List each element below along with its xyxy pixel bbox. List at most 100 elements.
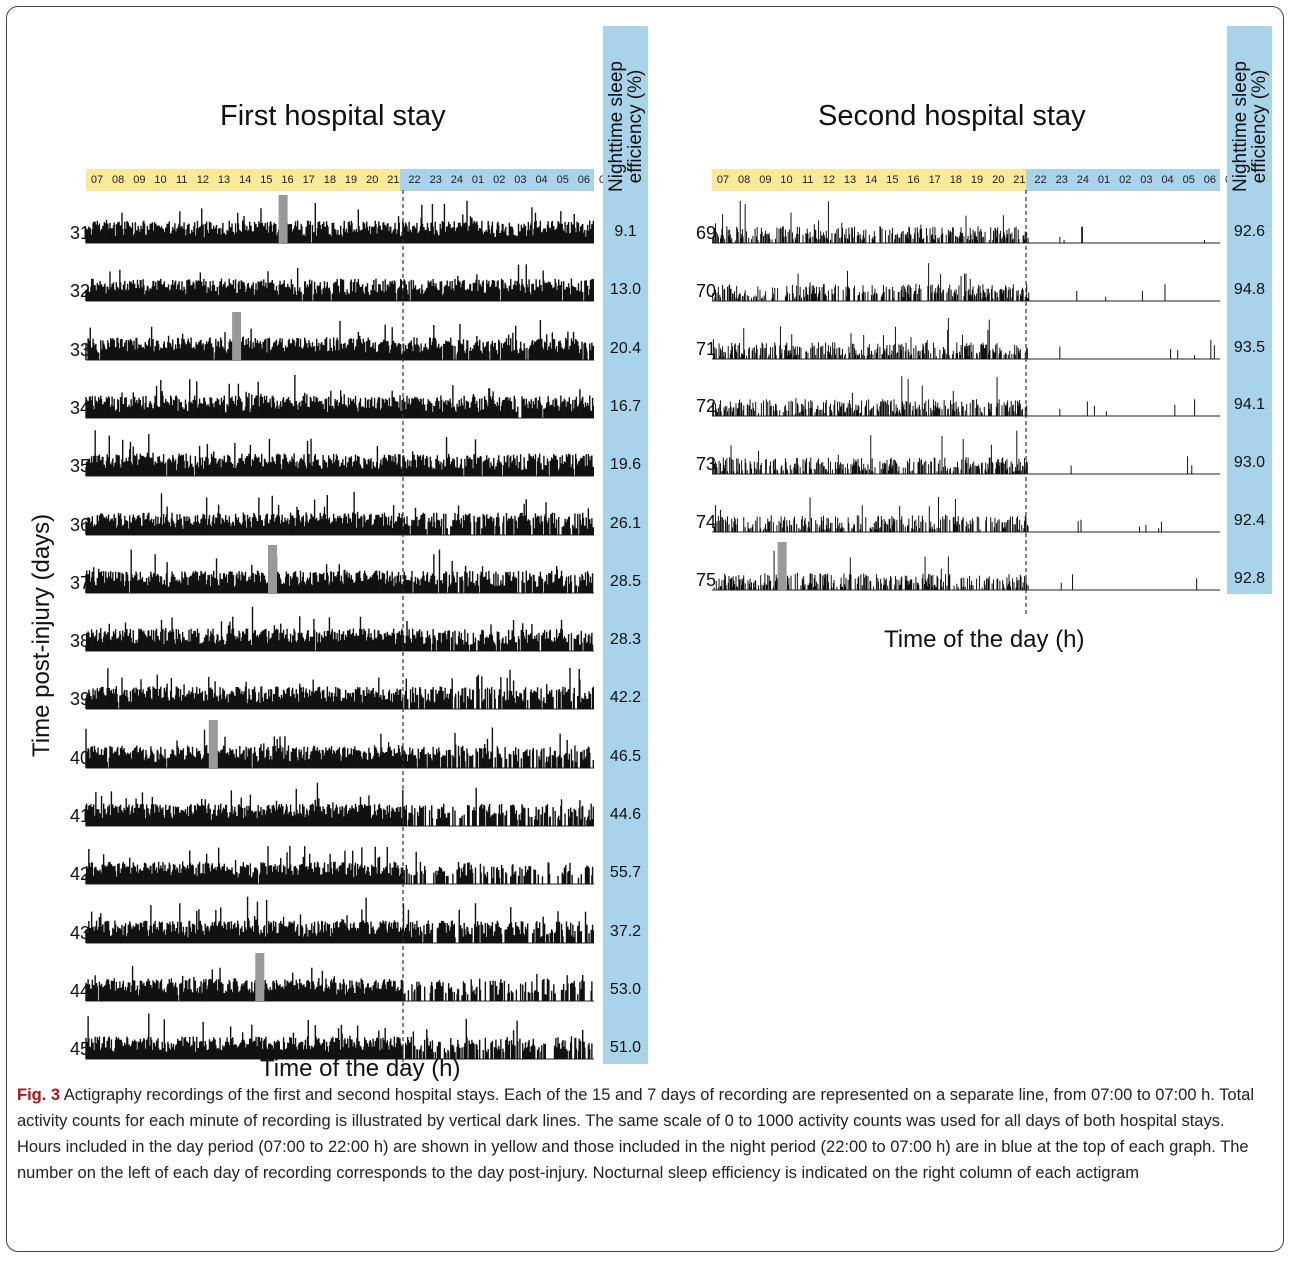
sleep-efficiency-value: 46.5 xyxy=(609,747,642,765)
sleep-efficiency-value: 55.7 xyxy=(609,864,642,882)
hour-strip-second xyxy=(712,169,1220,191)
efficiency-header-second: Nighttime sleep efficiency (%) xyxy=(1230,61,1270,192)
hour-label: 05 xyxy=(1182,174,1195,186)
sleep-efficiency-value: 37.2 xyxy=(609,922,642,940)
day-label: 38 xyxy=(69,631,90,652)
hour-label: 18 xyxy=(323,174,336,186)
gray-marker xyxy=(232,311,242,360)
hour-label: 21 xyxy=(387,174,400,186)
actogram-row xyxy=(85,896,594,944)
day-label: 70 xyxy=(695,280,716,301)
hour-label: 21 xyxy=(1013,174,1026,186)
actogram-row xyxy=(85,846,594,885)
hour-label: 03 xyxy=(1140,174,1153,186)
actogram-row xyxy=(85,544,594,594)
hour-label: 12 xyxy=(822,174,835,186)
hour-label: 11 xyxy=(175,174,188,186)
hour-label: 04 xyxy=(1161,174,1174,186)
sleep-efficiency-value: 53.0 xyxy=(609,980,642,998)
day-label: 74 xyxy=(695,512,716,532)
efficiency-column-first xyxy=(603,26,648,1064)
hour-label: 17 xyxy=(302,174,315,186)
yaxis-title: Time post-injury (days) xyxy=(28,513,55,757)
sleep-efficiency-value: 51.0 xyxy=(609,1039,642,1057)
hour-label: 20 xyxy=(366,174,379,186)
sleep-efficiency-value: 9.1 xyxy=(614,223,637,240)
actogram-row xyxy=(85,719,594,769)
hour-label: 08 xyxy=(112,174,125,186)
hour-label: 04 xyxy=(535,174,548,186)
hour-label: 17 xyxy=(928,174,941,186)
hour-label: 13 xyxy=(843,174,857,186)
hour-label: 18 xyxy=(949,174,962,186)
day-label: 41 xyxy=(69,806,90,826)
hour-label: 22 xyxy=(1034,174,1047,186)
actogram-row xyxy=(712,376,1220,417)
day-label: 34 xyxy=(69,397,90,418)
hour-label: 14 xyxy=(865,174,878,186)
hour-label: 24 xyxy=(1076,174,1089,186)
day-label: 33 xyxy=(69,339,90,360)
day-night-divider-first xyxy=(402,190,404,1070)
sleep-efficiency-value: 92.6 xyxy=(1233,223,1266,240)
hour-label: 12 xyxy=(196,174,209,186)
sleep-efficiency-value: 28.3 xyxy=(609,631,642,649)
hour-label: 22 xyxy=(408,174,421,186)
hour-label: 01 xyxy=(1097,174,1111,186)
actogram-row xyxy=(712,200,1220,244)
hour-strip-first xyxy=(86,169,594,191)
sleep-efficiency-value: 20.4 xyxy=(609,339,642,357)
hour-label: 13 xyxy=(217,174,231,186)
hour-label: 24 xyxy=(450,174,463,186)
gray-marker xyxy=(278,195,288,243)
hour-label: 07 xyxy=(90,174,104,186)
sleep-efficiency-value: 19.6 xyxy=(609,456,642,474)
xaxis-title-first: Time of the day (h) xyxy=(260,1055,461,1082)
sleep-efficiency-value: 16.7 xyxy=(609,397,642,415)
hour-label: 09 xyxy=(759,174,772,186)
gray-marker xyxy=(777,541,787,590)
panel-title-first: First hospital stay xyxy=(220,100,446,132)
day-label: 31 xyxy=(69,223,90,243)
sleep-efficiency-value: 26.1 xyxy=(609,514,642,532)
efficiency-header-first: Nighttime sleep efficiency (%) xyxy=(606,61,646,192)
sleep-efficiency-value: 92.8 xyxy=(1233,569,1266,587)
day-label: 35 xyxy=(69,456,90,477)
day-label: 72 xyxy=(695,396,716,417)
hour-label: 08 xyxy=(738,174,751,186)
gray-marker xyxy=(255,952,265,1001)
hour-label: 16 xyxy=(281,174,294,186)
hour-label: 06 xyxy=(1203,174,1217,186)
actogram-row xyxy=(712,317,1220,360)
hour-label: 07 xyxy=(716,174,730,186)
actogram-row xyxy=(85,668,594,710)
actogram-row xyxy=(712,263,1220,302)
hour-label: 16 xyxy=(907,174,920,186)
hour-label: 09 xyxy=(133,174,146,186)
hour-label: 06 xyxy=(577,174,591,186)
day-label: 40 xyxy=(69,747,90,768)
actogram-row xyxy=(85,952,594,1002)
actogram-row xyxy=(85,491,594,535)
actogram-row xyxy=(85,311,594,361)
panel-title-second: Second hospital stay xyxy=(818,100,1086,132)
actogram-row xyxy=(85,195,594,244)
gray-marker xyxy=(268,544,277,593)
day-label: 32 xyxy=(69,281,90,302)
hour-label: 14 xyxy=(239,174,252,186)
hour-label: 03 xyxy=(514,174,527,186)
day-night-divider-second xyxy=(1025,190,1027,614)
day-label: 39 xyxy=(69,689,90,710)
hour-label: 11 xyxy=(801,174,814,186)
hour-label: 23 xyxy=(1055,174,1068,186)
day-label: 43 xyxy=(69,922,90,943)
actogram-row xyxy=(712,430,1220,475)
hour-label: 23 xyxy=(429,174,442,186)
hour-label: 15 xyxy=(260,174,273,186)
hour-label: 10 xyxy=(154,174,167,186)
day-label: 42 xyxy=(69,864,90,885)
caption-label: Fig. 3 xyxy=(17,1086,61,1104)
actogram-row xyxy=(712,497,1220,533)
actogram-row xyxy=(85,782,594,827)
actogram-row xyxy=(85,606,594,652)
